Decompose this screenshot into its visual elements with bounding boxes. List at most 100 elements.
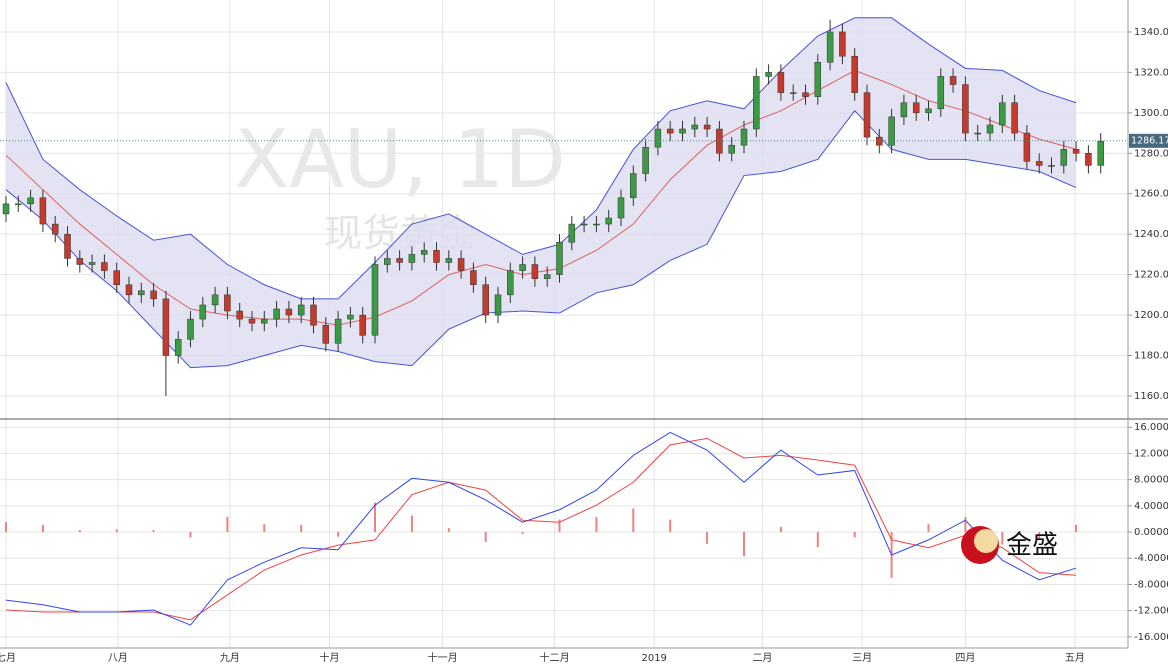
candle-body <box>777 72 785 93</box>
histogram-bar <box>853 532 856 538</box>
candle-body <box>138 290 145 296</box>
candle-body <box>912 102 920 114</box>
candle-body <box>1097 140 1104 166</box>
histogram-bar <box>115 529 118 533</box>
macd-line <box>5 431 1077 626</box>
histogram-bar <box>816 532 819 548</box>
candle-body <box>716 128 723 154</box>
x-tick-label: 十一月 <box>428 651 458 664</box>
histogram-bar <box>521 532 524 534</box>
x-tick-label: 十二月 <box>540 651 570 664</box>
candle-body <box>408 254 416 263</box>
y-tick-label: 1280.00 <box>1134 148 1168 159</box>
histogram-bar <box>484 532 487 542</box>
candle-body <box>2 203 10 215</box>
histogram-bar <box>1038 532 1041 540</box>
y-tick-label: 1340.00 <box>1134 27 1168 38</box>
candle-body <box>1060 148 1068 166</box>
x-tick-label: 八月 <box>108 652 128 664</box>
candle-body <box>888 116 895 146</box>
candle-body <box>851 55 858 93</box>
x-tick-label: 四月 <box>955 652 975 664</box>
candle-body <box>937 76 945 110</box>
candle-body <box>507 270 514 296</box>
histogram-bar <box>300 524 303 533</box>
histogram-bar <box>410 515 413 533</box>
x-tick-label: 2019 <box>641 653 666 664</box>
candle-body <box>691 124 699 130</box>
candle-body <box>445 258 453 263</box>
candle-body <box>568 223 576 243</box>
band-middle <box>5 69 1077 326</box>
x-tick-label: 九月 <box>220 652 240 664</box>
candle-body <box>580 223 588 226</box>
y-tick-label: 1300.00 <box>1134 108 1168 119</box>
y-tick-label: -16.0000 <box>1134 632 1168 643</box>
histogram-bar <box>595 516 598 533</box>
histogram-bar <box>669 519 672 533</box>
candle-body <box>753 76 760 130</box>
candle-body <box>457 258 465 271</box>
logo: 金盛 <box>961 526 1058 564</box>
candle-body <box>839 31 846 57</box>
histogram-bar <box>558 519 561 533</box>
candle-body <box>1072 148 1080 154</box>
last-price-label: 1286.17 <box>1131 135 1168 146</box>
candle-body <box>519 264 526 271</box>
y-tick-label: 1320.00 <box>1134 67 1168 78</box>
candle-body <box>826 31 834 63</box>
signal-line <box>5 437 1077 621</box>
candle-body <box>51 223 59 235</box>
candle-body <box>482 284 489 316</box>
histogram-bar <box>706 532 709 544</box>
plot <box>0 17 1128 626</box>
x-tick-label: 五月 <box>1065 652 1085 664</box>
candle-body <box>863 92 871 138</box>
candle-body <box>740 128 748 146</box>
y-tick-label: 1180.00 <box>1134 351 1168 362</box>
candle-body <box>150 290 157 300</box>
candle-body <box>125 284 133 296</box>
candle-body <box>248 318 256 324</box>
candle-body <box>765 72 772 77</box>
histogram-bar <box>1001 532 1004 545</box>
band-lower <box>5 110 1077 369</box>
candle-body <box>88 262 96 265</box>
y-tick-label: 1220.00 <box>1134 270 1168 281</box>
candle-body <box>113 270 120 285</box>
candle-body <box>593 223 600 226</box>
candle-body <box>199 304 207 320</box>
candle-body <box>531 264 539 279</box>
candle-body <box>187 318 194 340</box>
candle-body <box>396 258 403 263</box>
y-tick-label: 1160.00 <box>1134 391 1168 402</box>
y-tick-label: 12.0000 <box>1134 448 1168 459</box>
candle-body <box>630 173 637 199</box>
candle-body <box>64 233 71 259</box>
candle-body <box>666 128 674 134</box>
histogram-bar <box>78 530 81 533</box>
candle-body <box>101 262 108 271</box>
candle-body <box>39 197 47 225</box>
candle-body <box>162 298 170 356</box>
y-tick-label: 1200.00 <box>1134 310 1168 321</box>
candle-body <box>310 304 317 326</box>
candle-body <box>900 102 908 118</box>
histogram-bar <box>5 522 7 533</box>
candle-body <box>728 144 735 154</box>
y-tick-label: -8.0000 <box>1134 579 1168 590</box>
histogram-bar <box>152 530 155 533</box>
logo-text: 金盛 <box>1006 531 1058 561</box>
histogram-bar <box>447 528 450 533</box>
candle-body <box>494 294 502 316</box>
y-tick-label: 1240.00 <box>1134 229 1168 240</box>
histogram-bar <box>927 524 930 533</box>
candle-body <box>347 314 354 320</box>
histogram-bar <box>189 532 192 538</box>
candle-body <box>1035 161 1043 166</box>
candle-body <box>334 318 342 344</box>
y-tick-label: -4.0000 <box>1134 553 1168 564</box>
band-fill <box>6 17 1077 368</box>
candle-body <box>642 146 649 174</box>
